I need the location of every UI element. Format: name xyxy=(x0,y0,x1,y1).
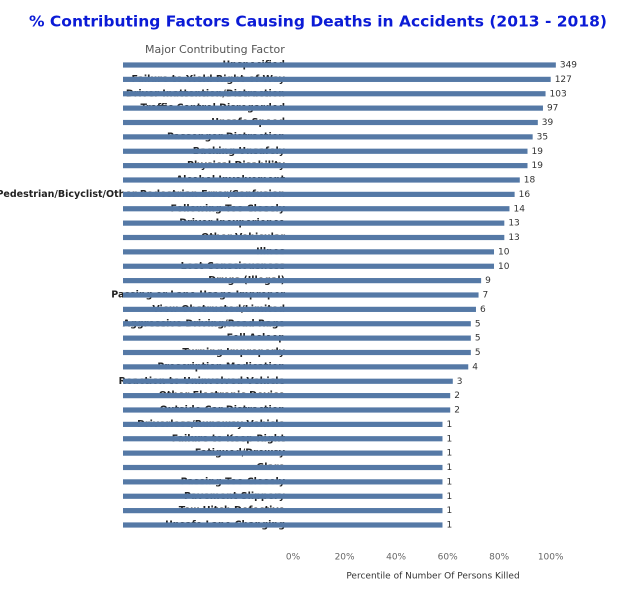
x-tick-label: 80% xyxy=(489,553,509,563)
bar xyxy=(123,278,482,284)
data-label: 97 xyxy=(547,104,558,114)
bar xyxy=(123,148,528,154)
bar xyxy=(123,393,451,399)
bar xyxy=(123,464,443,471)
data-label: 4 xyxy=(472,362,478,372)
bar xyxy=(123,349,471,356)
bar xyxy=(123,163,528,169)
bar xyxy=(123,378,453,384)
data-label: 13 xyxy=(508,233,519,243)
x-tick-label: 100% xyxy=(538,553,564,563)
data-label: 1 xyxy=(446,521,452,531)
bar xyxy=(123,508,443,514)
bar xyxy=(123,220,505,226)
data-label: 2 xyxy=(454,406,460,416)
data-label: 35 xyxy=(537,132,548,142)
data-label: 103 xyxy=(550,89,567,99)
bar xyxy=(123,364,469,370)
bar xyxy=(123,191,515,197)
bar xyxy=(123,91,546,97)
x-tick-label: 0% xyxy=(286,553,301,563)
data-label: 13 xyxy=(508,219,519,229)
data-label: 5 xyxy=(475,334,481,344)
x-tick-label: 60% xyxy=(438,553,458,563)
bar xyxy=(123,234,505,241)
bar xyxy=(123,450,443,456)
x-tick-label: 20% xyxy=(335,553,355,563)
bar xyxy=(123,306,476,312)
x-axis-title: Percentile of Number Of Persons Killed xyxy=(346,572,519,582)
bar xyxy=(123,177,520,183)
data-label: 6 xyxy=(480,305,486,315)
bar xyxy=(123,436,443,442)
bar xyxy=(123,421,443,427)
data-label: 1 xyxy=(446,463,452,473)
bar xyxy=(123,479,443,485)
data-label: 10 xyxy=(498,262,510,272)
data-label: 349 xyxy=(560,61,577,71)
bar xyxy=(123,335,471,341)
data-label: 19 xyxy=(532,161,544,171)
data-label: 1 xyxy=(446,492,452,502)
data-label: 9 xyxy=(485,276,491,286)
bar xyxy=(123,493,443,499)
bar xyxy=(123,206,510,212)
bar xyxy=(123,76,551,82)
data-label: 18 xyxy=(524,176,536,186)
data-label: 1 xyxy=(446,420,452,430)
data-label: 19 xyxy=(532,147,544,157)
data-label: 7 xyxy=(483,291,489,301)
bar xyxy=(123,522,443,528)
bar xyxy=(123,134,533,140)
data-label: 14 xyxy=(513,204,525,214)
bar xyxy=(123,407,451,413)
data-label: 16 xyxy=(519,190,531,200)
bar xyxy=(123,105,543,111)
bar xyxy=(123,321,471,327)
data-label: 1 xyxy=(446,506,452,516)
bar xyxy=(123,263,495,269)
bar xyxy=(123,62,556,68)
data-label: 5 xyxy=(475,348,481,358)
data-label: 1 xyxy=(446,477,452,487)
data-label: 127 xyxy=(555,75,572,85)
bar xyxy=(123,119,538,126)
data-label: 39 xyxy=(542,118,554,128)
data-label: 5 xyxy=(475,319,481,329)
chart-title: % Contributing Factors Causing Deaths in… xyxy=(29,13,607,31)
data-label: 10 xyxy=(498,247,510,257)
y-axis-title: Major Contributing Factor xyxy=(145,43,285,56)
data-label: 3 xyxy=(457,377,463,387)
x-tick-label: 40% xyxy=(386,553,406,563)
data-label: 1 xyxy=(446,449,452,459)
data-label: 1 xyxy=(446,434,452,444)
bar xyxy=(123,249,495,255)
data-label: 2 xyxy=(454,391,460,401)
bar xyxy=(123,292,479,298)
